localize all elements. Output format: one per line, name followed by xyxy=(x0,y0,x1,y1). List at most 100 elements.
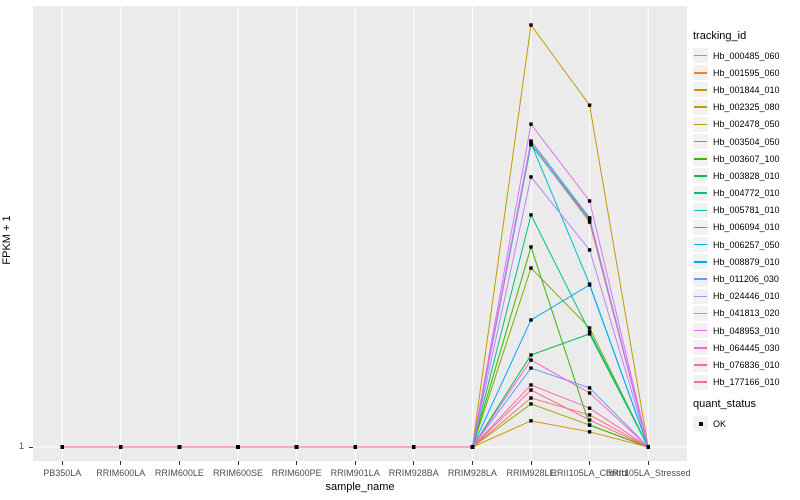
legend-key-swatch xyxy=(693,65,708,81)
plot-panel xyxy=(33,6,687,461)
x-axis-tick xyxy=(589,461,591,465)
x-tick-label: RRIM928LE xyxy=(506,468,556,478)
data-point xyxy=(529,245,533,249)
legend-entry-label: Hb_002325_080 xyxy=(713,102,780,113)
data-point xyxy=(529,383,533,387)
x-axis-tick xyxy=(471,461,473,465)
legend-entry-label: Hb_076836_010 xyxy=(713,359,780,370)
data-point xyxy=(587,217,592,221)
legend-key-swatch xyxy=(693,48,708,64)
legend-entry: OK xyxy=(693,415,799,432)
x-tick-label: RRIM600LA xyxy=(96,468,146,478)
legend-tracking-entries: Hb_000485_060 Hb_001595_060 Hb_001844_010 H… xyxy=(693,47,799,391)
x-tick-label: RRIM928BA xyxy=(388,468,439,478)
legend-entry: Hb_005781_010 xyxy=(693,202,799,219)
data-point xyxy=(646,445,650,449)
legend-entry-label: Hb_000485_060 xyxy=(713,50,780,61)
y-axis-title: FPKM + 1 xyxy=(1,215,13,265)
legend-entry-label: Hb_006094_010 xyxy=(713,222,780,233)
legend-entry: Hb_003607_100 xyxy=(693,150,799,167)
x-axis-tick xyxy=(61,461,63,465)
data-point xyxy=(587,199,592,203)
data-point xyxy=(529,396,533,400)
legend-line-sample xyxy=(694,72,707,74)
x-axis-tick xyxy=(647,461,649,465)
data-point xyxy=(119,445,123,449)
legend-key-swatch xyxy=(693,116,708,132)
x-axis-title: sample_name xyxy=(325,481,395,493)
legend-entry-label: Hb_004772_010 xyxy=(713,188,780,199)
data-point xyxy=(587,103,592,107)
legend-line-sample xyxy=(694,312,707,315)
legend-key-swatch xyxy=(693,219,708,235)
x-axis-tick xyxy=(530,461,532,465)
legend-line-sample xyxy=(694,329,707,332)
data-point xyxy=(529,266,533,270)
legend-line-sample xyxy=(694,123,707,126)
data-point xyxy=(587,283,592,287)
data-point xyxy=(529,175,533,179)
legend-entry: Hb_003504_050 xyxy=(693,133,799,150)
data-point xyxy=(587,413,592,417)
x-axis-tick xyxy=(296,461,298,465)
legend-line-sample xyxy=(694,140,707,143)
legend-entry-label: Hb_002478_050 xyxy=(713,119,780,130)
data-point xyxy=(587,418,592,422)
chart-canvas xyxy=(33,6,687,461)
legend-entry: Hb_011206_030 xyxy=(693,270,799,287)
legend-line-sample xyxy=(694,158,707,160)
legend-line-sample xyxy=(694,192,707,194)
legend-entry-label: OK xyxy=(713,418,727,429)
legend-line-sample xyxy=(694,364,707,366)
legend-key-swatch xyxy=(693,416,708,432)
legend-entry: Hb_006257_050 xyxy=(693,236,799,253)
x-tick-label: RRIM600SE xyxy=(212,468,264,478)
legend-entry: Hb_002325_080 xyxy=(693,99,799,116)
legend-key-swatch xyxy=(693,305,708,321)
data-point xyxy=(470,445,475,449)
legend-key-swatch xyxy=(693,254,708,270)
legend-key-swatch xyxy=(693,82,708,98)
y-tick-label: 1 xyxy=(18,441,24,451)
data-point xyxy=(529,366,533,370)
legend-entry: Hb_001844_010 xyxy=(693,81,799,98)
legend-entry: Hb_048953_010 xyxy=(693,322,799,339)
legend-entry: Hb_024446_010 xyxy=(693,288,799,305)
x-axis-tick xyxy=(354,461,356,465)
legend-entry-label: Hb_011206_030 xyxy=(713,274,779,285)
legend-key-swatch xyxy=(693,357,708,373)
data-point xyxy=(529,122,533,126)
legend-entry-label: Hb_177166_010 xyxy=(713,377,780,388)
legend-line-sample xyxy=(694,261,707,263)
data-point xyxy=(236,445,240,449)
data-point xyxy=(587,406,592,410)
legend-key-swatch xyxy=(693,202,708,218)
data-point xyxy=(587,248,592,252)
data-point xyxy=(529,318,533,322)
data-point xyxy=(587,386,592,390)
legend-key-swatch xyxy=(693,288,708,304)
data-point xyxy=(587,326,592,330)
data-point xyxy=(587,423,592,427)
legend-entry-label: Hb_003828_010 xyxy=(713,170,780,181)
legend-entry-label: Hb_008879_010 xyxy=(713,256,780,267)
x-axis-tick xyxy=(413,461,415,465)
legend-entry: Hb_076836_010 xyxy=(693,356,799,373)
legend-entry: Hb_008879_010 xyxy=(693,253,799,270)
legend-entry-label: Hb_001595_060 xyxy=(713,67,780,78)
x-tick-label: PB350LA xyxy=(43,468,82,478)
x-tick-label: RRIM901LA xyxy=(330,468,380,478)
legend-line-sample xyxy=(694,226,707,229)
legend-line-sample xyxy=(694,278,707,280)
legend-key-swatch xyxy=(693,168,708,184)
x-tick-label: RRIM600LE xyxy=(154,468,204,478)
data-point xyxy=(60,445,64,449)
legend-key-swatch xyxy=(693,237,708,253)
data-point xyxy=(529,213,533,217)
x-tick-label: RRII105LA_Control xyxy=(550,468,629,478)
legend-entry-label: Hb_041813_020 xyxy=(713,308,780,319)
legend-key-swatch xyxy=(693,323,708,339)
data-point xyxy=(529,358,533,362)
legend-key-swatch xyxy=(693,99,708,115)
legend-entry-label: Hb_001844_010 xyxy=(713,84,780,95)
